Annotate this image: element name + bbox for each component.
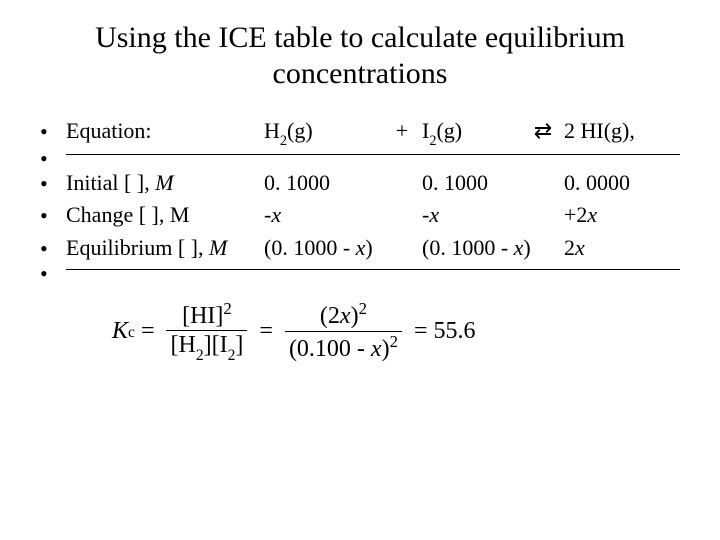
- species-i2: I2(g): [422, 118, 522, 148]
- bullet-icon: •: [40, 235, 66, 264]
- bullet-icon: •: [40, 118, 66, 147]
- fraction-1: [HI]2 [H2][I2]: [166, 299, 247, 364]
- divider-bottom: •: [40, 267, 680, 280]
- equals-sign: =: [141, 318, 155, 345]
- slide: Using the ICE table to calculate equilib…: [0, 0, 720, 364]
- equilibrium-hi: 2x: [564, 235, 680, 261]
- kc-equation: Kc = [HI]2 [H2][I2] = (2x)2 (0.100 - x)2…: [112, 299, 680, 364]
- change-i2: -x: [422, 202, 522, 228]
- equilibrium-label: Equilibrium [ ], M: [66, 235, 264, 261]
- equals-sign: =: [259, 318, 273, 345]
- kc-value: 55.6: [434, 318, 476, 345]
- initial-row: • Initial [ ], M 0. 1000 0. 1000 0. 0000: [40, 170, 680, 199]
- change-h2: -x: [264, 202, 382, 228]
- kc-symbol: K: [112, 318, 128, 345]
- species-h2: H2(g): [264, 118, 382, 148]
- divider-top: •: [40, 152, 680, 165]
- equilibrium-h2: (0. 1000 - x): [264, 235, 382, 261]
- species-hi: 2 HI(g),: [564, 118, 680, 144]
- initial-i2: 0. 1000: [422, 170, 522, 196]
- equation-label: Equation:: [66, 118, 264, 144]
- slide-title: Using the ICE table to calculate equilib…: [40, 20, 680, 92]
- equilibrium-row: • Equilibrium [ ], M (0. 1000 - x) (0. 1…: [40, 235, 680, 264]
- equilibrium-i2: (0. 1000 - x): [422, 235, 522, 261]
- equation-row: • Equation: H2(g) + I2(g) ⇄ 2 HI(g),: [40, 118, 680, 148]
- equilibrium-arrow-icon: ⇄: [522, 118, 564, 144]
- initial-label: Initial [ ], M: [66, 170, 264, 196]
- bullet-icon: •: [40, 267, 66, 280]
- content-area: • Equation: H2(g) + I2(g) ⇄ 2 HI(g), • •…: [40, 118, 680, 364]
- fraction-2: (2x)2 (0.100 - x)2: [285, 299, 402, 364]
- bullet-icon: •: [40, 202, 66, 231]
- horizontal-rule: [66, 269, 680, 270]
- plus-sign: +: [382, 118, 422, 144]
- change-hi: +2x: [564, 202, 680, 228]
- equals-sign: =: [414, 318, 428, 345]
- initial-h2: 0. 1000: [264, 170, 382, 196]
- change-label: Change [ ], M: [66, 202, 264, 228]
- initial-hi: 0. 0000: [564, 170, 680, 196]
- bullet-icon: •: [40, 170, 66, 199]
- horizontal-rule: [66, 154, 680, 155]
- bullet-icon: •: [40, 152, 66, 165]
- change-row: • Change [ ], M -x -x +2x: [40, 202, 680, 231]
